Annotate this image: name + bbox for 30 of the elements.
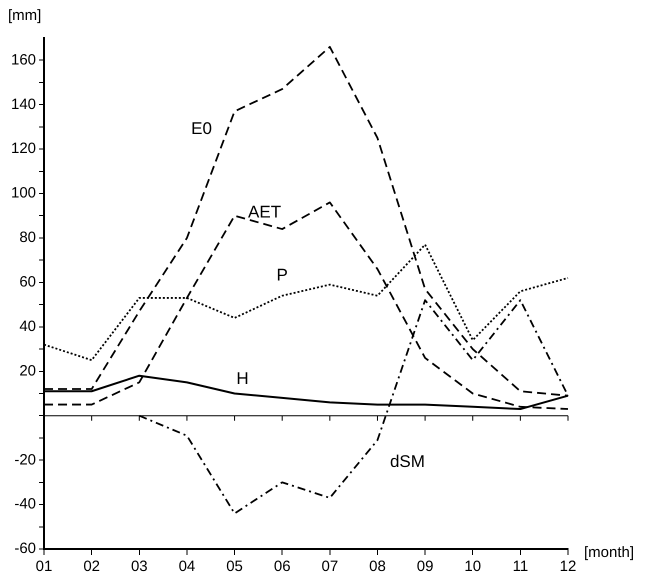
x-tick-label: 09 [416,558,434,576]
x-tick-label: 01 [36,558,52,576]
x-tick-label: 02 [83,558,100,576]
y-tick-label: 100 [10,184,36,202]
x-tick-label: 12 [560,558,576,576]
y-tick-label: 140 [10,96,36,113]
y-tick-label: -60 [14,540,36,558]
y-tick-label: 160 [10,51,36,68]
x-tick-label: 11 [512,558,528,576]
series-label: AET [248,202,282,222]
y-axis-title: [mm] [8,7,42,24]
series-label: H [236,369,249,388]
x-axis-title: [month] [584,544,634,562]
y-tick-label: 40 [19,318,36,335]
x-tick-label: 06 [274,558,291,576]
x-tick-label: 05 [226,558,243,576]
y-tick-label: -20 [14,451,36,468]
x-tick-label: 07 [321,558,338,576]
y-tick-label: 60 [19,274,36,291]
series-label: P [276,265,288,284]
x-tick-label: 10 [464,558,482,576]
x-tick-label: 08 [369,558,386,576]
x-tick-label: 03 [130,558,148,576]
series-label: E0 [191,119,212,138]
y-tick-label: 80 [19,229,36,246]
x-tick-label: 04 [178,558,196,576]
y-tick-label: 120 [10,140,36,158]
y-tick-label: 20 [19,362,36,380]
series-label: dSM [390,452,425,471]
y-tick-label: -40 [14,496,36,513]
